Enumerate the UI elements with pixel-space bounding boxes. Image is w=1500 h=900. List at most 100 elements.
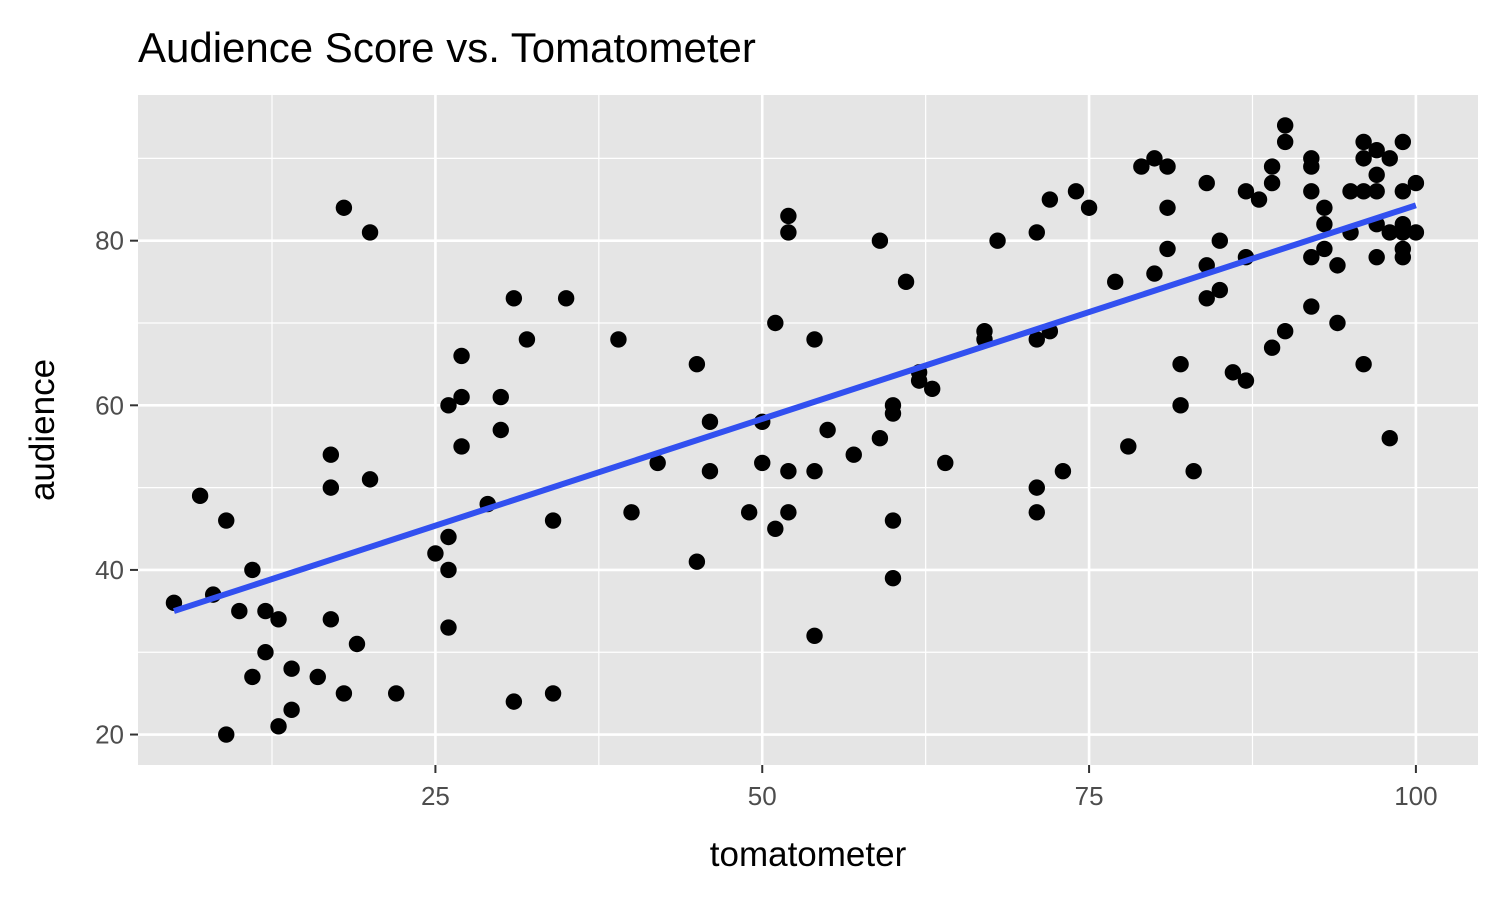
data-point [361,471,379,488]
data-point [1250,191,1268,208]
data-point [505,693,523,710]
data-point [1381,224,1398,241]
data-point [754,454,771,472]
data-point [1263,174,1281,192]
data-point [453,388,470,406]
data-point [1355,355,1372,373]
data-point [218,512,235,529]
data-point [688,355,706,373]
data-point [1276,133,1294,151]
data-point [1120,438,1137,455]
data-point [1041,191,1059,208]
data-point [544,512,562,529]
plot-panel [138,95,1478,765]
data-point [740,504,758,521]
data-point [1237,183,1255,200]
data-point [1067,183,1085,200]
data-point [1159,199,1176,216]
data-point [1329,257,1346,274]
data-point [1107,273,1124,291]
data-point [231,602,248,620]
data-point [884,405,902,422]
data-point [440,561,457,579]
data-point [1159,158,1176,175]
data-point [1381,150,1398,167]
data-point [1329,314,1346,332]
data-point [701,413,719,430]
data-point [244,561,261,579]
data-point [1080,199,1098,216]
data-point [767,314,784,332]
x-tick-label: 100 [1394,781,1437,811]
data-point [322,611,340,628]
data-point [309,668,326,686]
data-point [780,207,797,225]
data-point [322,479,340,496]
data-point [1407,174,1425,192]
data-point [557,290,575,307]
data-point [1368,183,1385,200]
data-point [1146,265,1163,282]
data-point [1394,133,1412,151]
data-point [387,685,405,702]
y-tick-label: 40 [95,555,124,585]
x-tick-label: 50 [748,781,777,811]
data-point [1198,174,1215,192]
data-point [1407,224,1425,241]
data-point [1172,355,1189,373]
data-point [191,487,209,505]
data-point [1303,248,1320,266]
data-point [440,619,457,636]
data-point [492,388,509,406]
data-point [1394,183,1412,200]
data-point [1054,462,1072,480]
data-point [806,462,823,480]
data-point [1198,290,1215,307]
y-tick-label: 20 [95,720,124,750]
data-point [1185,462,1202,480]
data-point [701,462,719,480]
data-point [1028,504,1045,521]
data-point [1276,117,1294,134]
data-point [1159,240,1176,258]
x-axis-title: tomatometer [710,835,907,874]
data-point [1394,248,1412,266]
data-point [649,454,666,472]
data-point [283,701,300,719]
data-point [1211,232,1229,249]
y-tick-label: 60 [95,390,124,420]
data-point [1146,150,1163,167]
data-point [1133,158,1150,175]
data-point [884,512,902,529]
data-point [453,438,470,455]
data-point [1316,199,1333,216]
data-point [1368,141,1385,159]
data-point [780,504,797,521]
data-point [505,290,523,307]
data-point [1303,298,1320,315]
y-axis-title: audience [23,359,62,501]
data-point [1276,323,1294,340]
data-point [440,397,457,414]
data-point [1028,479,1045,496]
y-tick-label: 80 [95,226,124,256]
data-point [937,454,954,472]
data-point [623,504,640,521]
data-point [427,545,444,562]
data-point [1028,224,1045,241]
data-point [910,372,928,389]
data-point [1355,150,1372,167]
data-point [492,421,509,439]
data-point [283,660,300,677]
data-point [1381,430,1398,447]
data-point [518,331,536,348]
data-point [688,553,706,570]
data-point [1237,372,1255,389]
y-axis-ticks: 20 40 60 80 [95,226,138,750]
data-point [1394,224,1412,241]
data-point [767,520,784,537]
data-point [806,627,823,644]
data-point [1355,133,1372,151]
data-point [1342,183,1359,200]
